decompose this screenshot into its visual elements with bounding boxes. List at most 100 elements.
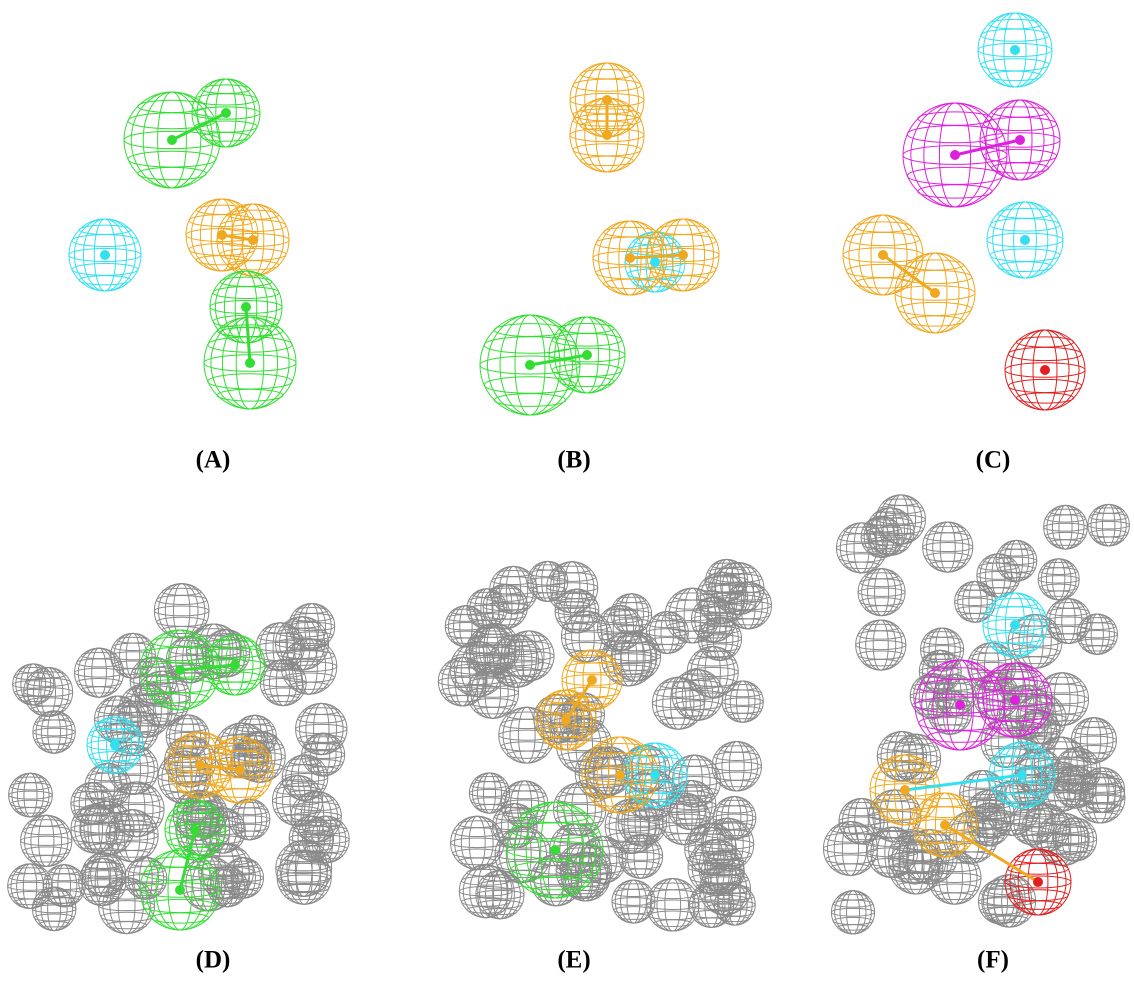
sphere-meridian	[627, 880, 640, 923]
sphere-parallel	[673, 593, 712, 600]
sphere-meridian	[722, 742, 752, 791]
sphere-meridian	[730, 681, 755, 722]
sphere-parallel	[303, 708, 340, 715]
feature-center	[930, 288, 940, 298]
sphere-parallel	[453, 828, 502, 837]
sphere-meridian	[1052, 505, 1078, 549]
sphere-parallel	[458, 858, 496, 865]
feature-center	[241, 302, 251, 312]
sphere-parallel	[75, 668, 124, 677]
sphere-parallel	[189, 243, 255, 255]
panel-label: (C)	[976, 447, 1011, 474]
sphere-parallel	[930, 526, 966, 532]
sphere-parallel	[604, 227, 657, 237]
sphere-parallel	[1082, 812, 1117, 818]
feature-center	[525, 360, 535, 370]
sphere-parallel	[501, 742, 552, 751]
sphere-meridian	[499, 566, 528, 614]
sphere-parallel	[724, 706, 762, 713]
wire-sphere	[9, 773, 53, 817]
wire-sphere	[923, 522, 973, 572]
sphere-meridian	[33, 668, 62, 717]
sphere-parallel	[1038, 576, 1079, 583]
sphere-meridian	[866, 620, 896, 670]
sphere-parallel	[883, 499, 918, 505]
sphere-parallel	[838, 925, 869, 931]
sphere-parallel	[552, 364, 622, 377]
sphere-meridian	[1046, 559, 1071, 600]
sphere-parallel	[1044, 591, 1073, 596]
sphere-meridian	[39, 815, 54, 866]
sphere-parallel	[494, 394, 565, 407]
feature-center	[955, 700, 965, 710]
sphere-parallel	[451, 838, 504, 848]
sphere-parallel	[712, 762, 761, 771]
sphere-parallel	[831, 864, 870, 871]
sphere-parallel	[573, 79, 641, 91]
sphere-meridian	[875, 569, 889, 616]
sphere-parallel	[715, 806, 754, 813]
sphere-parallel	[856, 641, 906, 650]
sphere-parallel	[23, 826, 70, 834]
sphere-parallel	[990, 219, 1060, 232]
sphere-meridian	[1091, 614, 1103, 654]
sphere-parallel	[998, 209, 1052, 219]
sphere-parallel	[14, 868, 46, 874]
feature-center	[650, 770, 660, 780]
sphere-parallel	[618, 884, 649, 890]
sphere-parallel	[220, 277, 271, 286]
sphere-meridian	[847, 891, 860, 934]
panel-label: (D)	[196, 947, 231, 974]
sphere-parallel	[646, 629, 688, 637]
sphere-parallel	[617, 597, 646, 602]
feature-center	[625, 253, 635, 263]
sphere-parallel	[469, 699, 516, 707]
sphere-meridian	[834, 822, 866, 876]
sphere-meridian	[1055, 599, 1082, 644]
sphere-parallel	[604, 609, 636, 615]
sphere-parallel	[989, 71, 1042, 81]
sphere-parallel	[195, 94, 257, 105]
sphere-meridian	[23, 864, 36, 909]
sphere-parallel	[507, 751, 547, 758]
sphere-parallel	[648, 637, 686, 644]
sphere-parallel	[10, 783, 50, 790]
sphere-parallel	[72, 263, 138, 275]
sphere-parallel	[39, 744, 69, 749]
sphere-parallel	[10, 800, 50, 807]
sphere-parallel	[560, 324, 614, 334]
sphere-meridian	[621, 880, 647, 923]
sphere-meridian	[295, 840, 312, 896]
wire-sphere	[33, 711, 75, 753]
sphere-parallel	[484, 337, 576, 353]
wire-sphere	[1077, 614, 1117, 654]
sphere-parallel	[1094, 508, 1124, 513]
sphere-parallel	[975, 647, 1009, 653]
sphere-parallel	[1008, 379, 1081, 392]
sphere-parallel	[214, 640, 257, 648]
sphere-parallel	[907, 167, 1002, 184]
sphere-parallel	[920, 646, 963, 654]
sphere-parallel	[151, 913, 208, 923]
wire-sphere	[1044, 505, 1088, 549]
sphere-parallel	[71, 824, 120, 833]
wire-sphere	[8, 864, 53, 909]
sphere-parallel	[955, 598, 996, 605]
sphere-parallel	[844, 562, 880, 568]
wire-sphere	[977, 554, 1020, 597]
sphere-parallel	[652, 645, 682, 650]
sphere-parallel	[1094, 537, 1124, 542]
sphere-parallel	[157, 617, 207, 626]
sphere-parallel	[15, 808, 46, 814]
sphere-parallel	[28, 820, 65, 827]
wire-sphere	[75, 648, 124, 697]
sphere-meridian	[1102, 504, 1114, 546]
feature-center	[1040, 365, 1050, 375]
sphere-parallel	[858, 588, 905, 596]
sphere-parallel	[497, 570, 531, 576]
sphere-meridian	[477, 773, 501, 813]
wire-sphere	[858, 569, 905, 616]
sphere-parallel	[34, 914, 74, 921]
feature-center	[940, 820, 950, 830]
sphere-parallel	[1079, 639, 1116, 646]
